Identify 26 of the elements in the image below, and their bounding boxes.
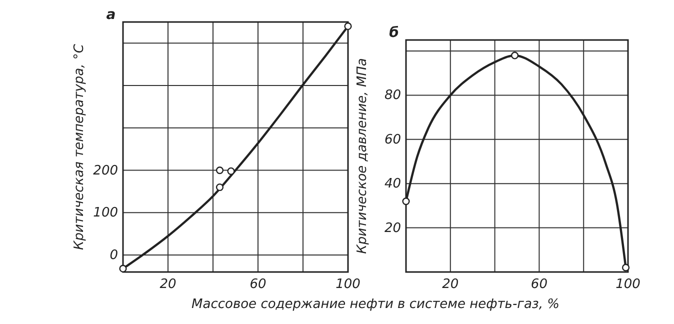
y-tick-label: 0: [110, 248, 118, 264]
x-tick-label: 20: [160, 277, 176, 292]
y-tick-label: 80: [384, 88, 401, 104]
y-axis-title: Критическая температура, °С: [72, 43, 87, 250]
y-tick-label: 200: [93, 163, 118, 178]
y-tick-label: 100: [93, 206, 118, 221]
x-tick-label: 20: [442, 277, 459, 292]
chart-title: а: [106, 7, 116, 23]
x-tick-label: 100: [336, 277, 360, 292]
point: [510, 52, 519, 60]
x-axis-title: Массовое содержание нефти в системе нефть-газ, %: [192, 297, 560, 312]
x-tick-label: 60: [250, 277, 266, 292]
point: [119, 264, 127, 272]
y-tick-label: 20: [384, 220, 401, 236]
x-tick-label: 100: [616, 277, 640, 292]
y-tick-label: 60: [384, 132, 401, 148]
point: [227, 167, 235, 175]
point: [402, 197, 410, 206]
point: [216, 183, 224, 192]
chart-title: б: [389, 25, 399, 41]
y-axis-title: Критическое давление, МПа: [355, 58, 370, 254]
point: [216, 166, 224, 174]
y-tick-label: 40: [384, 176, 401, 192]
point: [344, 22, 352, 30]
x-tick-label: 60: [530, 277, 548, 292]
point: [622, 264, 630, 272]
